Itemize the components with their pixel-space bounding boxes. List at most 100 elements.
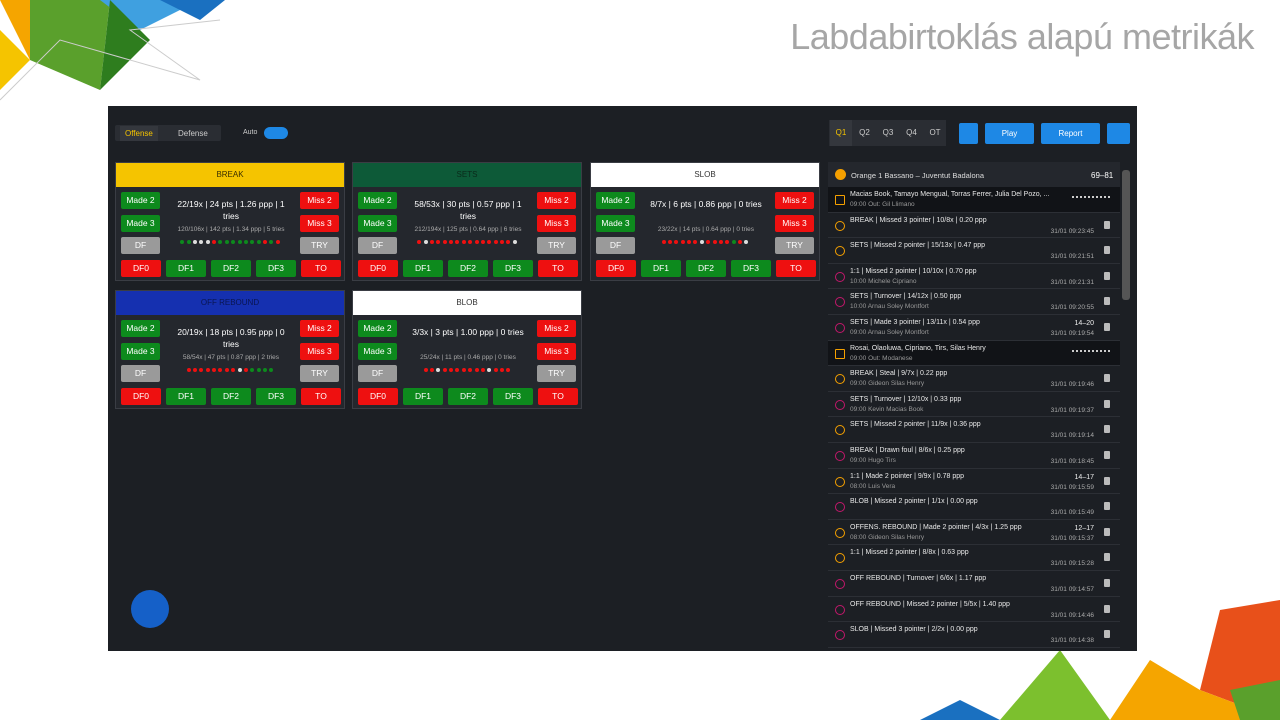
quarter-tab[interactable]: Q4 [906, 128, 917, 137]
action-button[interactable]: TO [301, 260, 341, 277]
play-button[interactable]: Play [985, 123, 1034, 144]
delete-button[interactable] [1104, 476, 1110, 485]
action-button[interactable]: Made 2 [121, 320, 160, 337]
delete-button[interactable] [1104, 553, 1110, 562]
delete-button[interactable] [1104, 374, 1110, 383]
action-button[interactable]: DF3 [493, 388, 533, 405]
action-button[interactable]: Miss 3 [300, 214, 339, 232]
tab[interactable]: Offense [120, 126, 158, 141]
action-button[interactable]: DF3 [731, 260, 771, 277]
quarter-tab[interactable]: Q2 [859, 128, 870, 137]
action-button[interactable]: Made 3 [121, 342, 160, 360]
quarter-tab[interactable]: OT [929, 128, 941, 137]
action-button[interactable]: Made 2 [358, 320, 397, 337]
action-button[interactable]: Miss 2 [537, 192, 576, 209]
reorder-buttons[interactable] [1072, 196, 1110, 204]
action-button[interactable]: DF1 [641, 260, 681, 277]
result-dot [243, 368, 248, 372]
action-button[interactable]: Miss 3 [300, 342, 339, 360]
action-button[interactable]: Made 2 [358, 192, 397, 209]
action-button[interactable]: DF [121, 237, 160, 254]
action-button[interactable]: DF2 [686, 260, 726, 277]
action-button[interactable]: TO [538, 388, 578, 405]
action-button[interactable]: Made 2 [121, 192, 160, 209]
card-main-stats: 3/3x | 3 pts | 1.00 ppp | 0 tries [412, 327, 524, 337]
reorder-buttons[interactable] [1072, 349, 1110, 358]
action-button[interactable]: DF1 [403, 260, 443, 277]
action-button[interactable]: TRY [300, 237, 339, 254]
quarter-tab[interactable]: Q1 [830, 120, 852, 146]
action-button[interactable]: TO [776, 260, 816, 277]
sort-button[interactable] [959, 123, 978, 144]
action-button[interactable]: DF3 [493, 260, 533, 277]
action-button[interactable]: Miss 2 [300, 320, 339, 337]
action-button[interactable]: Miss 3 [537, 214, 576, 232]
action-button[interactable]: TRY [300, 365, 339, 382]
delete-button[interactable] [1104, 451, 1110, 459]
delete-button[interactable] [1104, 246, 1110, 255]
action-button[interactable]: Miss 2 [775, 192, 814, 209]
event-time: 31/01 09:18:45 [1050, 458, 1094, 465]
action-button[interactable]: DF1 [166, 260, 206, 277]
action-button[interactable]: DF1 [166, 388, 206, 405]
action-button[interactable]: DF [596, 237, 635, 254]
delete-button[interactable] [1104, 297, 1110, 306]
close-button[interactable] [1107, 123, 1130, 144]
delete-button[interactable] [1104, 502, 1110, 511]
action-button[interactable]: DF3 [256, 388, 296, 405]
action-button[interactable]: TRY [775, 237, 814, 254]
action-button[interactable]: TRY [537, 237, 576, 254]
action-button[interactable]: Miss 3 [775, 214, 814, 232]
delete-button[interactable] [1104, 271, 1110, 280]
action-button[interactable]: Made 3 [596, 214, 635, 232]
report-button[interactable]: Report [1041, 123, 1100, 144]
action-button[interactable]: Miss 2 [300, 192, 339, 209]
result-dot [186, 240, 191, 244]
delete-button[interactable] [1104, 220, 1110, 229]
result-dot [224, 368, 229, 372]
action-button[interactable]: DF2 [211, 260, 251, 277]
action-button[interactable]: Miss 3 [537, 342, 576, 360]
action-button[interactable]: Made 2 [596, 192, 635, 209]
game-title: Orange 1 Bassano – Juventut Badalona [851, 171, 985, 180]
action-button[interactable]: Made 3 [121, 214, 160, 232]
action-button[interactable]: DF0 [358, 388, 398, 405]
action-button[interactable]: Made 3 [358, 214, 397, 232]
action-button[interactable]: DF2 [448, 388, 488, 405]
fingerprint-button[interactable] [131, 590, 169, 628]
action-button[interactable]: DF0 [121, 260, 161, 277]
action-button[interactable]: DF1 [403, 388, 443, 405]
quarter-tab[interactable]: Q3 [882, 128, 894, 137]
action-button[interactable]: DF [358, 237, 397, 254]
event-row: BLOB | Missed 2 pointer | 1/1x | 0.00 pp… [828, 494, 1120, 520]
delete-button[interactable] [1104, 604, 1110, 613]
event-detail: 10:00 Michele Cipriano [850, 277, 917, 285]
result-dots [591, 240, 819, 244]
delete-button[interactable] [1104, 527, 1110, 536]
tab[interactable]: Defense [178, 129, 208, 138]
action-button[interactable]: TO [538, 260, 578, 277]
action-button[interactable]: DF2 [448, 260, 488, 277]
action-button[interactable]: TRY [537, 365, 576, 382]
action-button[interactable]: DF [358, 365, 397, 382]
action-button[interactable]: DF3 [256, 260, 296, 277]
event-icon [835, 527, 845, 538]
event-text: SETS | Missed 2 pointer | 11/9x | 0.36 p… [850, 421, 981, 429]
delete-button[interactable] [1104, 323, 1110, 331]
action-button[interactable]: DF0 [358, 260, 398, 277]
event-icon [835, 297, 845, 308]
action-button[interactable]: Made 3 [358, 342, 397, 360]
result-dot [212, 368, 217, 372]
action-button[interactable]: DF0 [596, 260, 636, 277]
action-button[interactable]: TO [301, 388, 341, 405]
auto-toggle[interactable] [264, 127, 288, 139]
action-button[interactable]: DF0 [121, 388, 161, 405]
delete-button[interactable] [1104, 425, 1110, 434]
delete-button[interactable] [1104, 399, 1110, 408]
delete-button[interactable] [1104, 579, 1110, 587]
action-button[interactable]: Miss 2 [537, 320, 576, 337]
action-button[interactable]: DF [121, 365, 160, 382]
action-button[interactable]: DF2 [211, 388, 251, 405]
delete-button[interactable] [1104, 630, 1110, 639]
result-dot [243, 240, 248, 244]
